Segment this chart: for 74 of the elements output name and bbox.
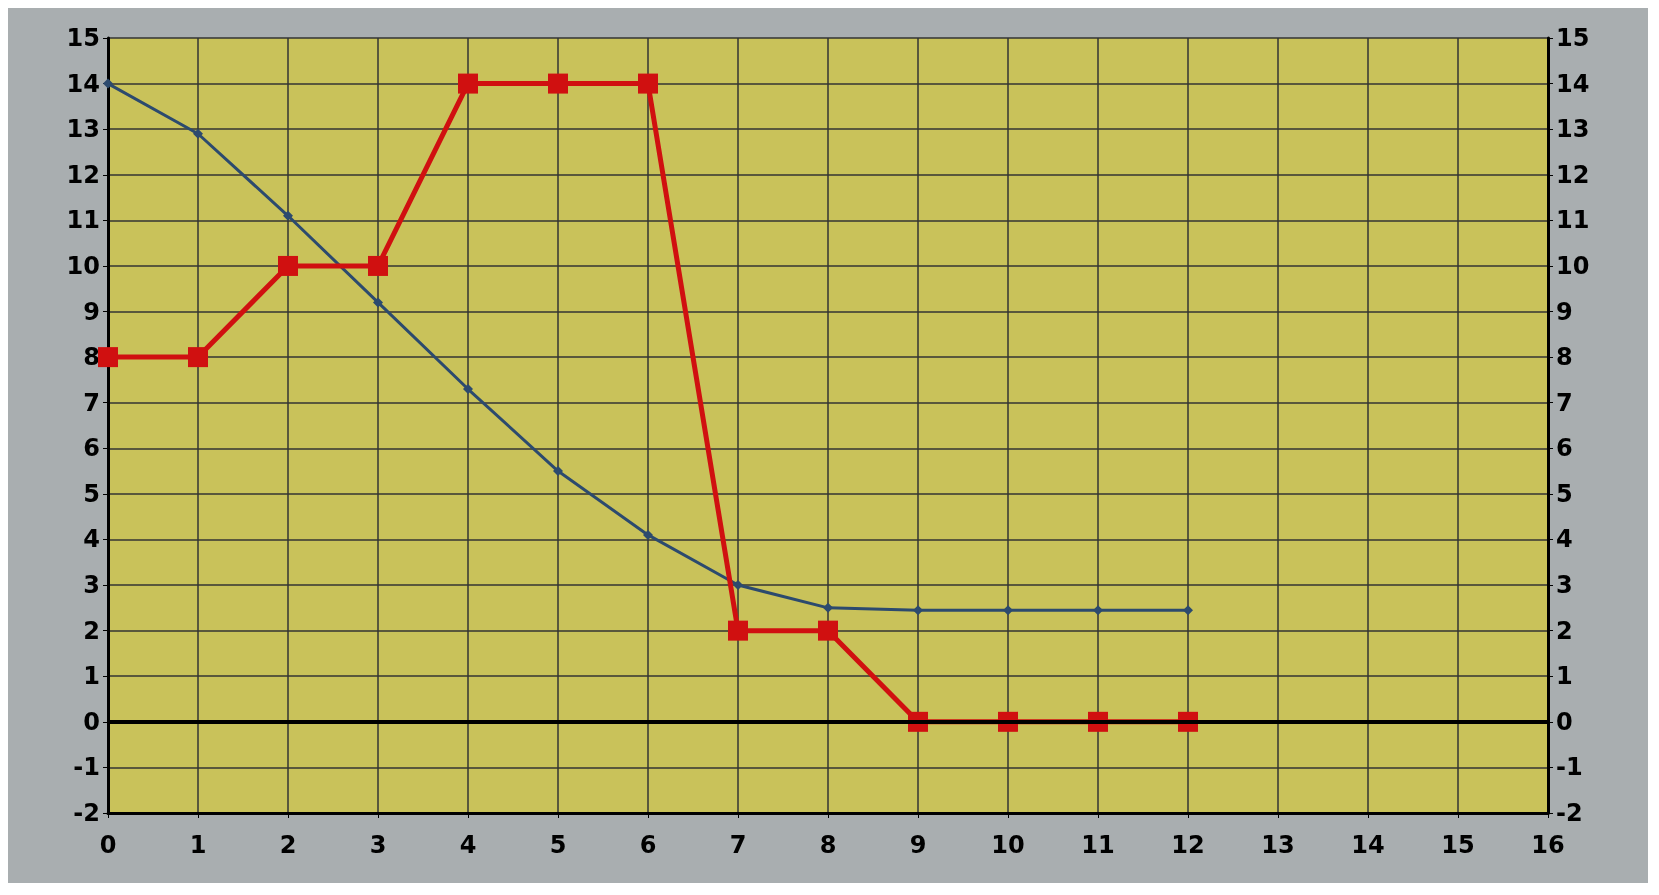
point bbox=[818, 620, 838, 641]
y-tick-label: 4 bbox=[83, 525, 100, 554]
x-tick-label: 5 bbox=[549, 831, 567, 859]
y-tick-label: 12 bbox=[66, 160, 100, 189]
y2-tick-label: 6 bbox=[1556, 434, 1573, 463]
point bbox=[913, 605, 923, 616]
point bbox=[553, 466, 563, 477]
point bbox=[103, 78, 113, 89]
point bbox=[548, 73, 568, 94]
y2-tick-label: 2 bbox=[1556, 616, 1573, 645]
x-tick-label: 3 bbox=[369, 831, 387, 859]
y2-tick-label: 1 bbox=[1556, 662, 1573, 691]
point bbox=[278, 255, 298, 276]
y-tick-label: 0 bbox=[83, 707, 100, 736]
x-tick-label: 2 bbox=[279, 831, 297, 859]
point bbox=[638, 73, 658, 94]
point bbox=[458, 73, 478, 94]
point bbox=[1093, 605, 1103, 616]
y-tick-label: -1 bbox=[73, 753, 100, 782]
y2-tick-label: 0 bbox=[1556, 707, 1573, 736]
point bbox=[188, 347, 208, 368]
y-tick-label: 1 bbox=[83, 662, 100, 691]
point bbox=[1003, 605, 1013, 616]
y2-tick-label: 7 bbox=[1556, 388, 1573, 417]
y-tick-label: 8 bbox=[83, 343, 100, 372]
point bbox=[728, 620, 748, 641]
x-tick-label: 14 bbox=[1351, 831, 1385, 859]
y-tick-label: 5 bbox=[83, 479, 100, 508]
y-tick-label: 6 bbox=[83, 434, 100, 463]
y2-tick-label: 5 bbox=[1556, 479, 1573, 508]
x-tick-label: 6 bbox=[639, 831, 657, 859]
x-tick-label: 7 bbox=[729, 831, 747, 859]
y-tick-label: 10 bbox=[66, 251, 100, 280]
x-tick-label: 16 bbox=[1531, 831, 1565, 859]
x-tick-label: 15 bbox=[1441, 831, 1475, 859]
y2-tick-label: 4 bbox=[1556, 525, 1573, 554]
y-tick-label: 11 bbox=[66, 206, 100, 235]
point bbox=[643, 529, 653, 540]
y2-tick-label: 14 bbox=[1556, 69, 1590, 98]
y2-tick-label: 11 bbox=[1556, 206, 1590, 235]
x-tick-label: 13 bbox=[1261, 831, 1295, 859]
y-tick-label: 3 bbox=[83, 571, 100, 600]
y2-tick-label: 13 bbox=[1556, 115, 1590, 144]
point bbox=[823, 602, 833, 613]
y2-tick-label: 15 bbox=[1556, 24, 1590, 52]
x-tick-label: 4 bbox=[459, 831, 477, 859]
point bbox=[463, 384, 473, 395]
y2-tick-label: 10 bbox=[1556, 251, 1590, 280]
y2-tick-label: -1 bbox=[1556, 753, 1583, 782]
point bbox=[98, 347, 118, 368]
point bbox=[1183, 605, 1193, 616]
x-tick-label: 11 bbox=[1081, 831, 1115, 859]
y2-tick-label: 3 bbox=[1556, 571, 1573, 600]
y2-tick-label: -2 bbox=[1556, 799, 1583, 827]
point bbox=[368, 255, 388, 276]
y2-tick-label: 8 bbox=[1556, 343, 1573, 372]
y-tick-label: 7 bbox=[83, 388, 100, 417]
x-tick-label: 12 bbox=[1171, 831, 1205, 859]
y-tick-label: 14 bbox=[66, 69, 100, 98]
x-tick-label: 8 bbox=[819, 831, 837, 859]
y2-tick-label: 9 bbox=[1556, 297, 1573, 326]
y2-tick-label: 12 bbox=[1556, 160, 1590, 189]
y-tick-label: 13 bbox=[66, 115, 100, 144]
point bbox=[373, 297, 383, 308]
x-tick-label: 10 bbox=[991, 831, 1025, 859]
point bbox=[283, 210, 293, 221]
y-tick-label: -2 bbox=[73, 799, 100, 827]
point bbox=[733, 580, 743, 591]
y-tick-label: 15 bbox=[66, 24, 100, 52]
x-tick-label: 1 bbox=[189, 831, 207, 859]
y-tick-label: 9 bbox=[83, 297, 100, 326]
x-tick-label: 9 bbox=[909, 831, 927, 859]
point bbox=[193, 128, 203, 139]
y-tick-label: 2 bbox=[83, 616, 100, 645]
